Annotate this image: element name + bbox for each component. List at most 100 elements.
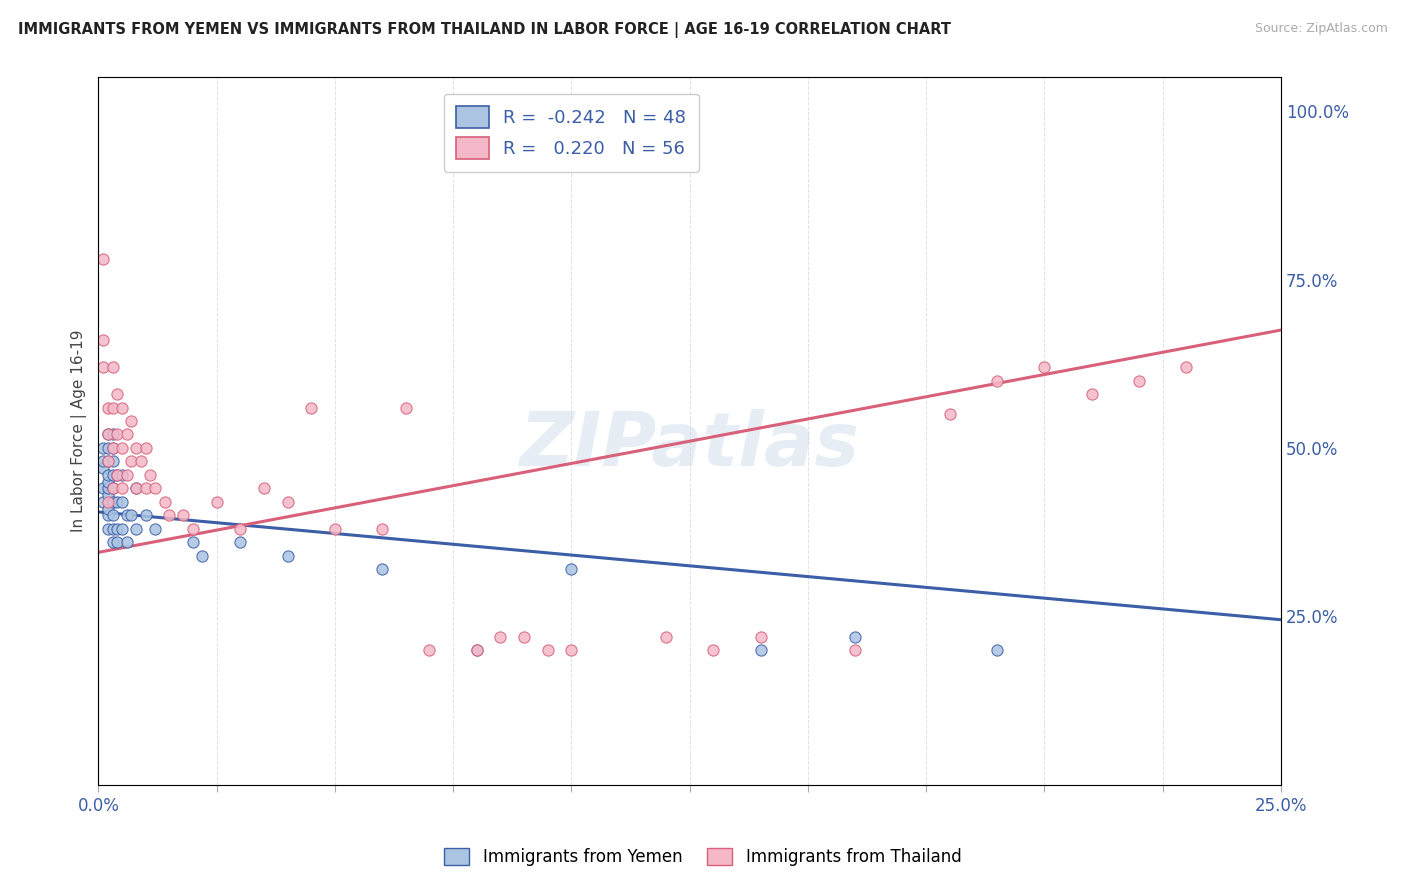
Point [749, 630, 772, 644]
Point [97, 522, 120, 536]
Point [91, 481, 114, 495]
Point [277, 549, 299, 563]
Point [101, 401, 124, 415]
Point [97, 467, 120, 482]
Point [1080, 387, 1102, 401]
Point [143, 522, 166, 536]
Point [465, 643, 488, 657]
Point [939, 407, 962, 421]
Point [97, 427, 120, 442]
Point [101, 535, 124, 549]
Point [125, 522, 148, 536]
Point [111, 401, 134, 415]
Point [105, 387, 128, 401]
Point [101, 481, 124, 495]
Point [97, 454, 120, 468]
Legend: R =  -0.242   N = 48, R =   0.220   N = 56: R = -0.242 N = 48, R = 0.220 N = 56 [444, 94, 699, 172]
Point [101, 481, 124, 495]
Point [986, 374, 1008, 388]
Point [101, 522, 124, 536]
Point [97, 488, 120, 502]
Point [91, 360, 114, 375]
Point [105, 535, 128, 549]
Point [181, 535, 204, 549]
Point [101, 508, 124, 523]
Point [489, 630, 512, 644]
Point [139, 467, 162, 482]
Point [97, 501, 120, 516]
Text: ZIPatlas: ZIPatlas [520, 409, 859, 482]
Point [101, 360, 124, 375]
Text: Source: ZipAtlas.com: Source: ZipAtlas.com [1254, 22, 1388, 36]
Point [91, 441, 114, 455]
Point [91, 333, 114, 347]
Point [157, 508, 180, 523]
Point [105, 467, 128, 482]
Point [111, 481, 134, 495]
Point [115, 427, 138, 442]
Point [125, 481, 148, 495]
Point [111, 522, 134, 536]
Point [153, 495, 176, 509]
Point [97, 427, 120, 442]
Point [655, 630, 678, 644]
Point [1033, 360, 1056, 375]
Point [121, 414, 143, 428]
Point [371, 522, 394, 536]
Point [105, 427, 128, 442]
Point [129, 454, 152, 468]
Point [537, 643, 560, 657]
Point [135, 481, 157, 495]
Point [1175, 360, 1198, 375]
Point [111, 467, 134, 482]
Point [844, 643, 866, 657]
Point [205, 495, 228, 509]
Point [191, 549, 214, 563]
Point [323, 522, 346, 536]
Point [101, 454, 124, 468]
Text: IMMIGRANTS FROM YEMEN VS IMMIGRANTS FROM THAILAND IN LABOR FORCE | AGE 16-19 COR: IMMIGRANTS FROM YEMEN VS IMMIGRANTS FROM… [18, 22, 952, 38]
Point [115, 508, 138, 523]
Point [986, 643, 1008, 657]
Point [91, 252, 114, 267]
Point [97, 495, 120, 509]
Point [173, 508, 195, 523]
Point [91, 461, 114, 475]
Point [97, 454, 120, 468]
Point [135, 508, 157, 523]
Point [560, 562, 582, 576]
Point [91, 495, 114, 509]
Point [111, 495, 134, 509]
Point [105, 522, 128, 536]
Point [97, 508, 120, 523]
Point [749, 643, 772, 657]
Point [101, 441, 124, 455]
Point [121, 454, 143, 468]
Point [111, 441, 134, 455]
Point [115, 467, 138, 482]
Point [181, 522, 204, 536]
Point [97, 481, 120, 495]
Point [105, 467, 128, 482]
Point [371, 562, 394, 576]
Point [1128, 374, 1150, 388]
Point [253, 481, 276, 495]
Point [101, 427, 124, 442]
Point [97, 475, 120, 489]
Point [135, 441, 157, 455]
Legend: Immigrants from Yemen, Immigrants from Thailand: Immigrants from Yemen, Immigrants from T… [437, 841, 969, 873]
Point [229, 522, 252, 536]
Y-axis label: In Labor Force | Age 16-19: In Labor Force | Age 16-19 [72, 330, 87, 533]
Point [702, 643, 724, 657]
Point [277, 495, 299, 509]
Point [229, 535, 252, 549]
Point [121, 508, 143, 523]
Point [125, 441, 148, 455]
Point [97, 441, 120, 455]
Point [101, 467, 124, 482]
Point [125, 481, 148, 495]
Point [513, 630, 536, 644]
Point [418, 643, 440, 657]
Point [395, 401, 418, 415]
Point [91, 454, 114, 468]
